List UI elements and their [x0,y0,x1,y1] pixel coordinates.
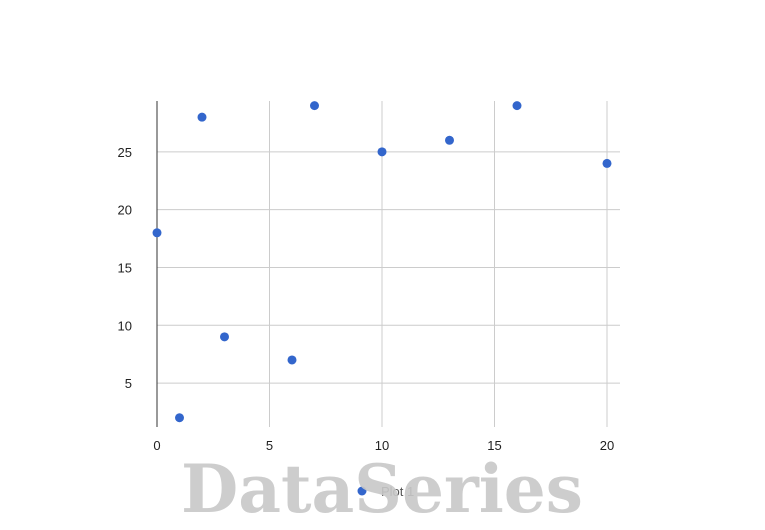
data-point [377,147,387,157]
legend: Plot 1 [357,484,414,499]
legend-label-plot-1: Plot 1 [381,484,414,499]
x-tick-label: 10 [375,438,389,453]
data-point [445,135,454,145]
series-plot-1 [152,101,612,423]
watermark-logo: DataSeries [181,450,583,528]
data-point [512,101,522,111]
x-tick-label: 0 [153,438,160,453]
y-tick-label: 15 [118,260,132,275]
x-tick-label: 5 [266,438,273,453]
y-tick-label: 5 [125,376,132,391]
y-tick-label: 25 [118,145,132,160]
grid-lines [157,101,620,427]
y-tick-label: 10 [118,318,132,333]
data-point [220,332,229,342]
data-point [287,355,297,365]
data-point [152,228,162,238]
data-point [175,413,184,423]
data-point [197,112,207,122]
x-tick-label: 15 [487,438,501,453]
y-tick-label: 20 [118,203,132,218]
data-point [310,101,319,111]
x-tick-label: 20 [600,438,614,453]
legend-marker-plot-1 [357,486,367,496]
tick-labels: 0 5 10 15 20 5 10 15 20 25 [118,145,615,453]
data-point [602,158,612,168]
